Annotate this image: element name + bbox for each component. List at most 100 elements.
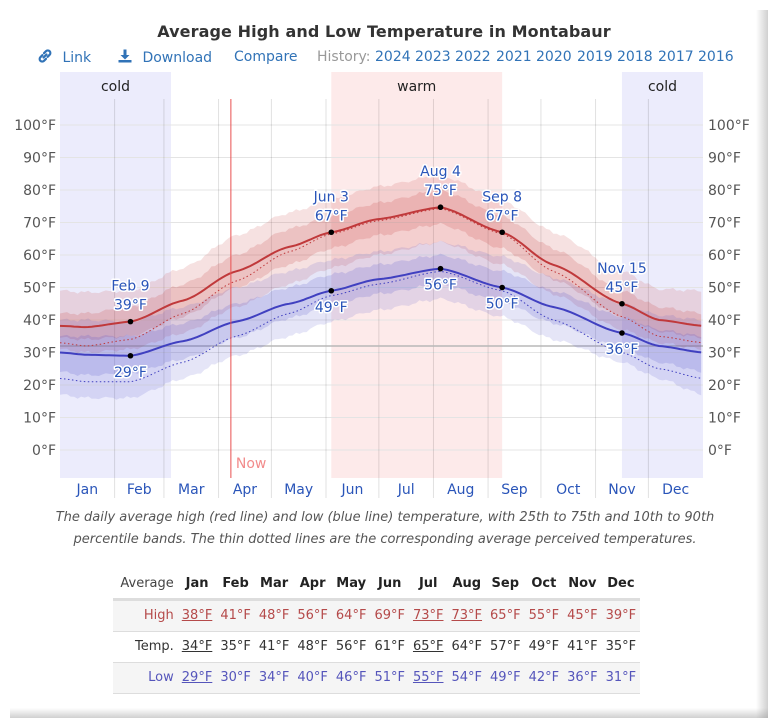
annotation-low-marker [499,284,505,291]
download-button[interactable]: Download [118,49,212,67]
annotation-high-marker [437,204,444,211]
table-cell[interactable]: 73°F [448,600,487,632]
table-cell-value: 30°F [220,670,251,685]
table-cell-value: 35°F [605,639,637,654]
history-year-2022[interactable]: 2022 [455,49,491,65]
annotation-date: Nov 15 [597,261,647,277]
table-cell: 57°F [486,632,525,663]
table-header-month: May [336,576,367,591]
table-header-month: Jul [418,576,438,591]
y-tick-label-left: 100°F [14,118,56,134]
table-header-month: Nov [568,576,597,591]
y-tick-label-right: 10°F [708,411,741,427]
table-cell[interactable]: 34°F [178,632,217,663]
temperature-chart: cold warm cold Now Feb 9 39°F 29°F Jun 3 67°F 4… [14,72,750,498]
table-cell-value[interactable]: 29°F [181,670,213,685]
table-cell-value: 65°F [490,608,521,623]
history-label: History: [317,49,371,65]
history-year-2016[interactable]: 2016 [698,49,734,65]
table-cell[interactable]: 55°F [409,663,448,694]
high-line [59,206,702,329]
x-month-label: Jan [76,482,99,498]
annotation-high-value: 39°F [114,298,147,314]
table-cell: 48°F [255,600,294,632]
table-cell-value[interactable]: 73°F [412,608,444,623]
table-cell-value[interactable]: 38°F [181,608,213,623]
table-cell-value: 49°F [528,639,560,654]
table-row-label: High [143,608,174,623]
link-button[interactable]: Link [38,49,91,67]
x-month-label: Jun [340,482,363,498]
x-month-label: Oct [556,482,581,498]
low-line [59,267,702,357]
table-cell-value: 64°F [451,639,483,654]
season-label: cold [648,79,677,95]
table-cell-value: 48°F [258,608,290,623]
season-label: warm [397,79,436,95]
table-cell: 41°F [216,600,255,632]
table-row-low: Low 29°F 30°F 34°F 40°F 46°F 51°F 55°F 54°F 49°F 4… [113,662,641,694]
annotation-high-value: 45°F [606,280,639,296]
link-icon [38,49,52,67]
annotation-low-value: 56°F [424,278,457,294]
annotation-date: Jun 3 [313,189,349,205]
compare-link[interactable]: Compare [234,49,298,65]
annotation-date: Feb 9 [111,279,149,295]
y-tick-label-left: 30°F [23,346,56,362]
annotation-low-value: 29°F [114,365,147,381]
table-cell-value: 39°F [605,608,637,623]
download-icon [118,49,132,67]
history-year-2019[interactable]: 2019 [577,49,613,65]
history-year-2018[interactable]: 2018 [617,49,653,65]
season-band-warm [331,72,503,478]
table-cell-value: 49°F [490,670,521,685]
table-cell: 41°F [255,632,294,663]
table-cell: 54°F [448,663,487,694]
history-year-2017[interactable]: 2017 [658,49,694,65]
annotation-high-value: 75°F [424,183,457,199]
table-header-month: Feb [222,576,249,591]
y-tick-label-right: 80°F [708,183,741,199]
table-cell[interactable]: 73°F [409,600,448,632]
season-band-cold [60,72,171,478]
y-tick-label-right: 70°F [708,216,741,232]
download-label: Download [142,50,213,66]
history-year-2021[interactable]: 2021 [496,49,532,65]
link-label: Link [62,50,92,66]
frame-shadow-bottom [10,708,768,718]
y-tick-label-left: 90°F [23,151,56,167]
table-cell-value: 40°F [297,670,328,685]
caption-line-1: The daily average high (red line) and lo… [55,510,715,525]
monthly-averages-table: Average Jan Feb Mar Apr May Jun Jul Aug … [113,572,641,694]
table-cell: 34°F [255,663,294,694]
annotation-low-value: 49°F [315,300,348,316]
x-month-label: Aug [447,482,474,498]
table-cell-value: 41°F [567,639,598,654]
table-cell: 49°F [486,663,525,694]
table-cell[interactable]: 65°F [409,632,448,663]
y-tick-label-right: 40°F [708,313,741,329]
table-cell-value[interactable]: 73°F [451,608,483,623]
table-header-month: Jan [185,576,209,591]
table-header-month: Sep [491,576,520,591]
x-month-label: Apr [233,482,257,498]
table-cell-value: 41°F [258,639,290,654]
table-cell-value: 46°F [335,670,367,685]
table-cell[interactable]: 38°F [178,600,217,632]
table-cell-value: 48°F [297,639,328,654]
history-year-2020[interactable]: 2020 [536,49,572,65]
table-cell-value: 56°F [335,639,367,654]
table-cell-value[interactable]: 65°F [412,639,444,654]
table-cell: 35°F [602,632,641,663]
table-cell: 30°F [216,663,255,694]
history-year-2023[interactable]: 2023 [415,49,451,65]
table-cell: 64°F [448,632,487,663]
table-cell[interactable]: 29°F [178,663,217,694]
table-cell-value: 69°F [374,608,405,623]
table-cell: 64°F [332,600,371,632]
history-year-2024[interactable]: 2024 [375,49,411,65]
table-cell-value[interactable]: 34°F [181,639,213,654]
y-tick-label-right: 20°F [708,378,741,394]
table-cell-value[interactable]: 55°F [412,670,444,685]
